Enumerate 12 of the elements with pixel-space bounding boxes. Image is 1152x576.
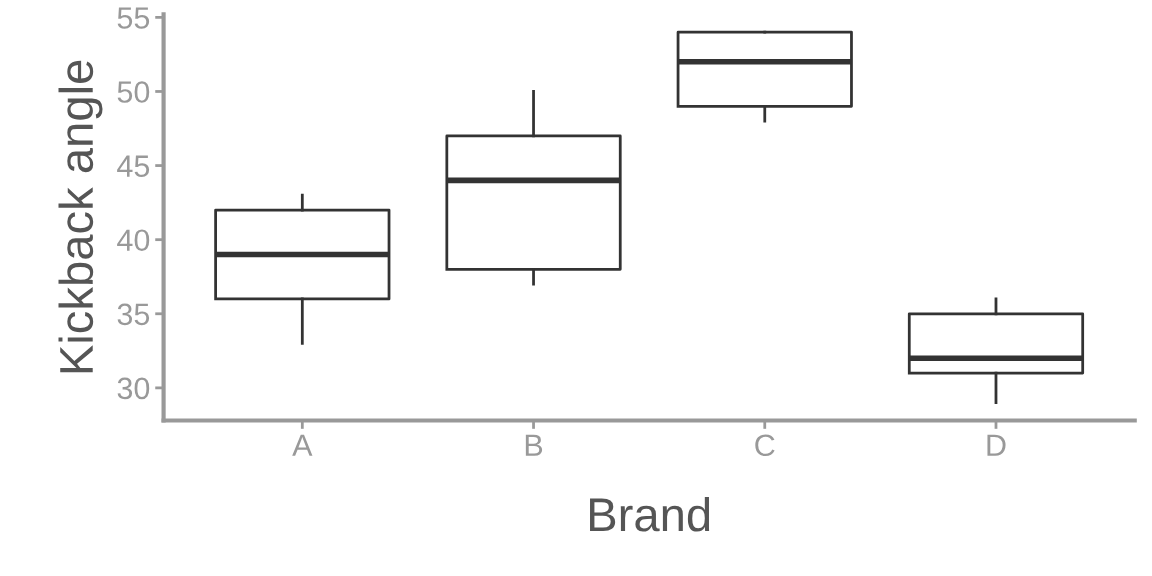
- y-tick-label: 40: [117, 229, 150, 252]
- y-tick-label: 45: [117, 155, 150, 177]
- x-tick-label: D: [987, 434, 1006, 456]
- y-tick-label: 35: [117, 303, 150, 326]
- x-tick-label: A: [292, 434, 313, 456]
- y-axis-title: Kickback angle: [58, 60, 103, 373]
- x-tick-label: C: [755, 434, 775, 457]
- y-tick-label: 50: [117, 81, 150, 103]
- x-tick-label: B: [525, 434, 543, 456]
- x-axis-title: Brand: [590, 496, 710, 532]
- y-tick-label: 30: [117, 377, 150, 400]
- y-tick-label: 55: [117, 7, 150, 29]
